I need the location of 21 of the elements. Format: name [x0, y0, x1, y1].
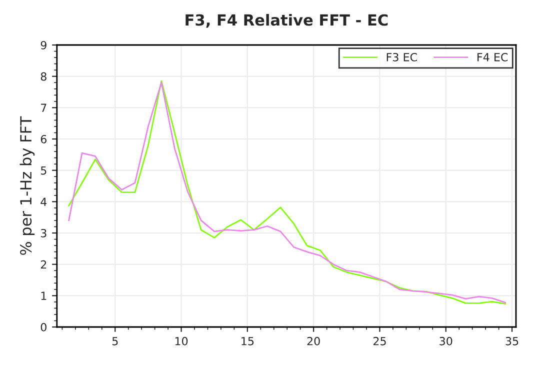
y-tick-label: 2 — [40, 260, 46, 269]
y-tick-label: 4 — [40, 198, 47, 206]
y-tick-label: 8 — [40, 72, 46, 81]
x-tick-label: 30 — [440, 336, 452, 346]
x-tick-label: 25 — [373, 336, 386, 346]
y-tick-label: 1 — [41, 292, 46, 300]
y-tick-label: 6 — [40, 134, 46, 144]
chart-title: F3, F4 Relative FFT - EC — [186, 14, 388, 28]
y-tick-label: 0 — [40, 322, 46, 332]
y-axis-title: % per 1-Hz by FFT — [20, 116, 35, 255]
y-tick-label: 5 — [40, 166, 46, 175]
x-tick-label: 20 — [307, 336, 320, 346]
legend-label: F3 EC — [386, 52, 417, 62]
x-tick-label: 5 — [112, 337, 118, 346]
x-tick-label: 35 — [506, 336, 518, 346]
y-tick-label: 7 — [41, 104, 46, 112]
legend-label: F4 EC — [478, 52, 508, 62]
y-tick-label: 3 — [40, 228, 46, 238]
y-tick-label: 9 — [40, 40, 46, 50]
x-tick-label: 15 — [242, 337, 254, 346]
x-tick-label: 10 — [175, 336, 188, 346]
